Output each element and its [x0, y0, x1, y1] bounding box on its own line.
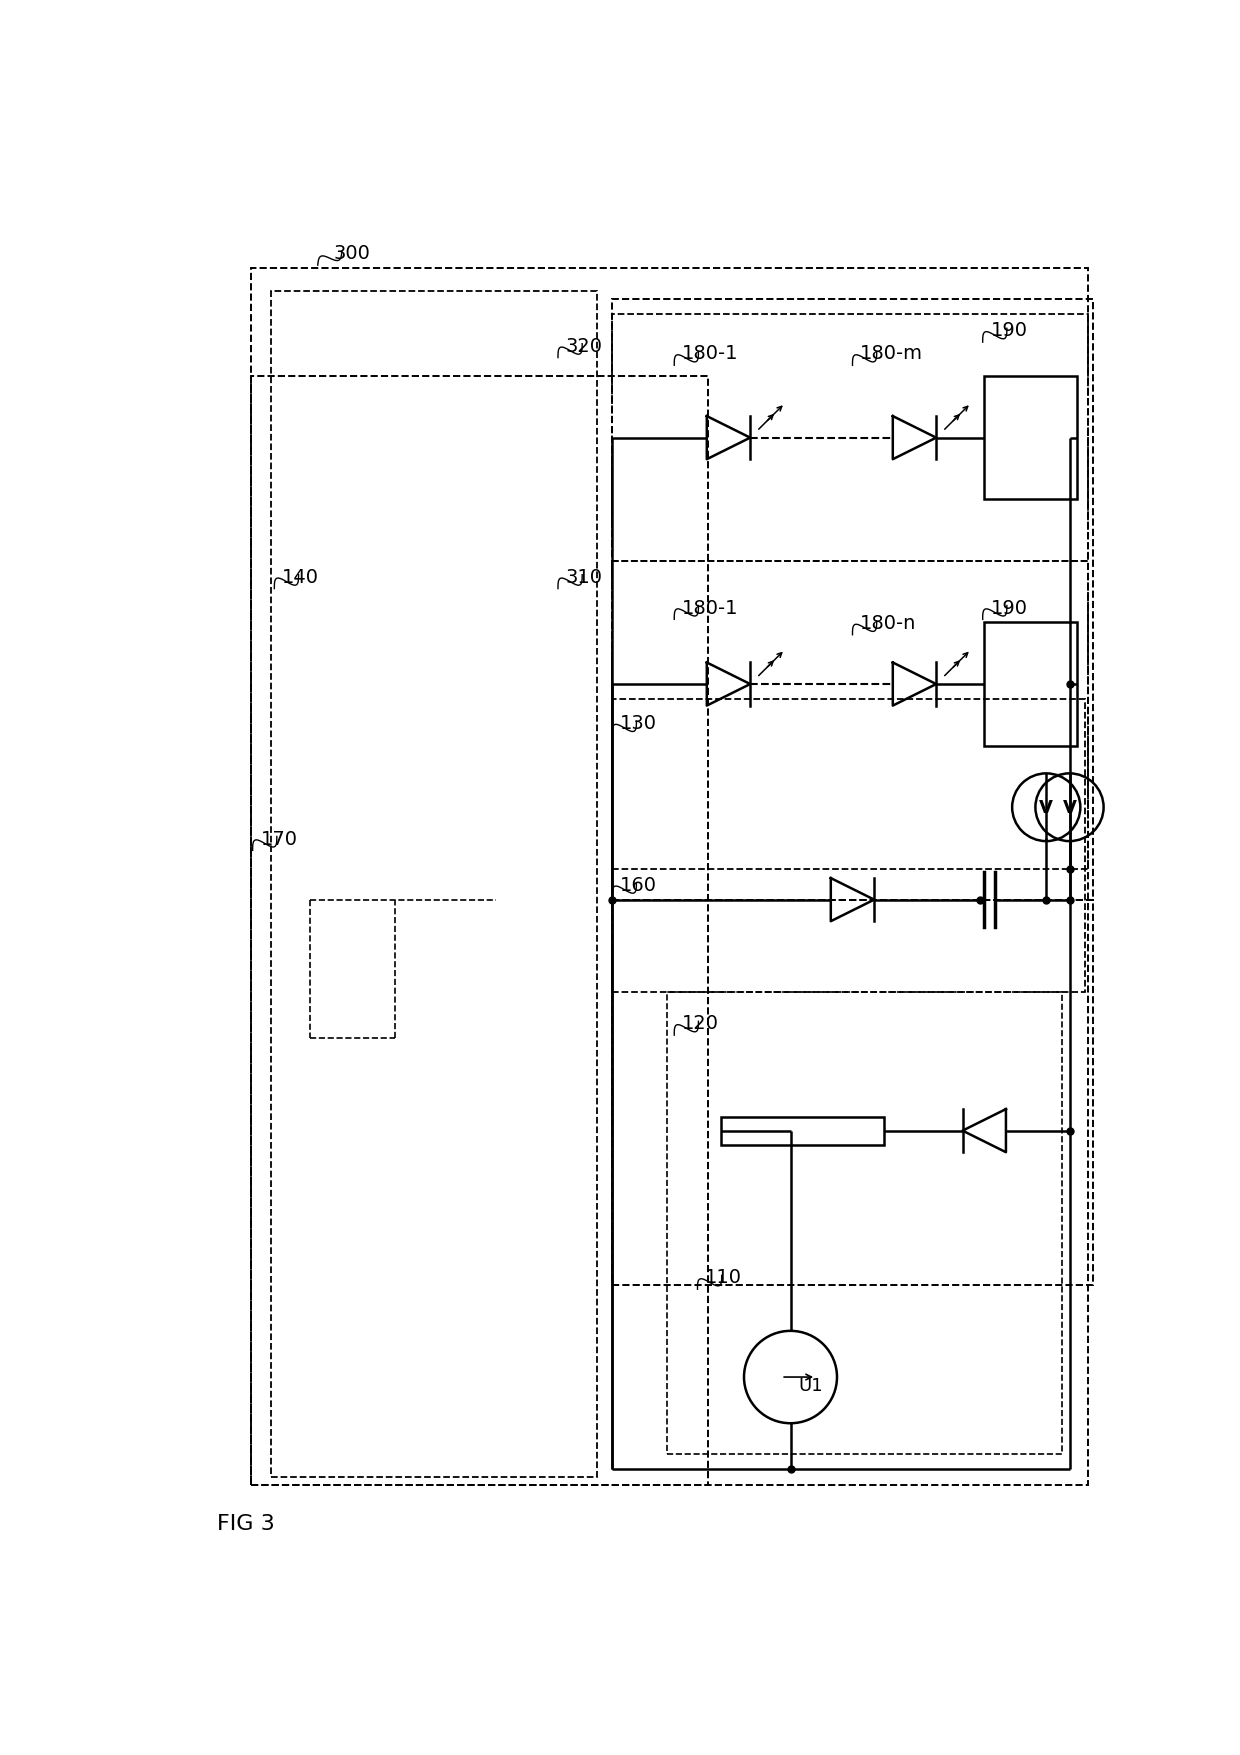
- Text: FIG 3: FIG 3: [217, 1513, 275, 1534]
- Bar: [985, 623, 1078, 746]
- Text: 180-m: 180-m: [861, 344, 924, 363]
- Text: 180-1: 180-1: [682, 598, 739, 618]
- Bar: [667, 993, 1061, 1455]
- Bar: [272, 291, 596, 1478]
- Text: 320: 320: [565, 337, 603, 356]
- Text: 160: 160: [620, 876, 657, 895]
- Bar: [613, 562, 1089, 869]
- Bar: [613, 700, 1085, 993]
- Text: 140: 140: [283, 567, 319, 586]
- Text: 190: 190: [991, 321, 1028, 340]
- Text: 190: 190: [991, 598, 1028, 618]
- Text: V: V: [1039, 799, 1053, 816]
- Text: 310: 310: [565, 567, 603, 586]
- Text: U1: U1: [799, 1376, 823, 1393]
- Bar: [985, 377, 1078, 500]
- Bar: [250, 269, 1089, 1485]
- Text: 180-n: 180-n: [861, 614, 916, 632]
- Text: 180-1: 180-1: [682, 344, 739, 363]
- Text: 170: 170: [260, 828, 298, 848]
- Bar: [250, 377, 708, 1485]
- Text: 120: 120: [682, 1014, 719, 1032]
- Bar: [613, 900, 1092, 1285]
- Text: 110: 110: [706, 1267, 743, 1286]
- Bar: [720, 1118, 883, 1144]
- Text: 130: 130: [620, 714, 657, 732]
- Text: V: V: [1063, 799, 1076, 816]
- Text: 300: 300: [334, 244, 370, 263]
- Bar: [613, 300, 1092, 900]
- Bar: [613, 316, 1089, 562]
